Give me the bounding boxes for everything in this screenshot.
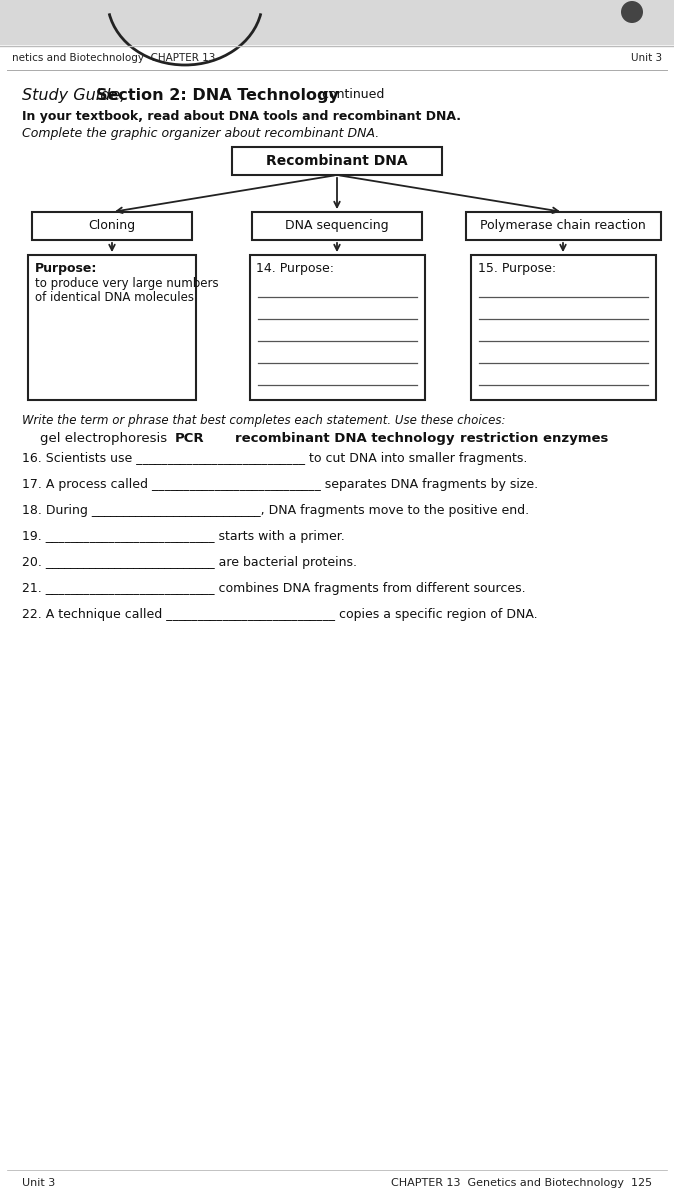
Text: DNA sequencing: DNA sequencing [285,220,389,233]
Circle shape [621,1,643,23]
Text: Cloning: Cloning [88,220,135,233]
Bar [252,212,422,240]
Bar [32,212,192,240]
Text: 20. ___________________________ are bacterial proteins.: 20. ___________________________ are bact… [22,556,357,569]
Bar [28,254,196,400]
Text: 21. ___________________________ combines DNA fragments from different sources.: 21. ___________________________ combines… [22,582,526,595]
Bar [466,212,661,240]
Bar [0,0,674,44]
Text: 22. A technique called ___________________________ copies a specific region of D: 22. A technique called _________________… [22,608,538,622]
Text: 17. A process called ___________________________ separates DNA fragments by size: 17. A process called ___________________… [22,478,538,491]
Text: Polymerase chain reaction: Polymerase chain reaction [480,220,646,233]
Text: Purpose:: Purpose: [35,262,97,275]
Text: In your textbook, read about DNA tools and recombinant DNA.: In your textbook, read about DNA tools a… [22,110,461,122]
Text: Study Guide,: Study Guide, [22,88,131,103]
Text: to produce very large numbers: to produce very large numbers [35,277,218,290]
Text: recombinant DNA technology: recombinant DNA technology [235,432,454,445]
Text: gel electrophoresis: gel electrophoresis [40,432,167,445]
Text: Write the term or phrase that best completes each statement. Use these choices:: Write the term or phrase that best compl… [22,414,506,427]
Text: Complete the graphic organizer about recombinant DNA.: Complete the graphic organizer about rec… [22,127,379,140]
Bar [232,146,442,175]
Text: Unit 3: Unit 3 [631,53,662,62]
Text: CHAPTER 13  Genetics and Biotechnology  125: CHAPTER 13 Genetics and Biotechnology 12… [391,1178,652,1188]
Text: Section 2: DNA Technology: Section 2: DNA Technology [96,88,339,103]
Text: 14. Purpose:: 14. Purpose: [257,262,334,275]
Text: 15. Purpose:: 15. Purpose: [477,262,555,275]
Text: of identical DNA molecules: of identical DNA molecules [35,290,194,304]
Text: 16. Scientists use ___________________________ to cut DNA into smaller fragments: 16. Scientists use _____________________… [22,452,527,464]
Bar [249,254,425,400]
Text: Recombinant DNA: Recombinant DNA [266,154,408,168]
Bar [470,254,656,400]
Text: 18. During ___________________________, DNA fragments move to the positive end.: 18. During ___________________________, … [22,504,529,517]
Text: restriction enzymes: restriction enzymes [460,432,609,445]
Text: netics and Biotechnology  CHAPTER 13: netics and Biotechnology CHAPTER 13 [12,53,216,62]
Text: Unit 3: Unit 3 [22,1178,55,1188]
Text: continued: continued [318,88,384,101]
Text: 19. ___________________________ starts with a primer.: 19. ___________________________ starts w… [22,530,344,542]
Text: PCR: PCR [175,432,205,445]
